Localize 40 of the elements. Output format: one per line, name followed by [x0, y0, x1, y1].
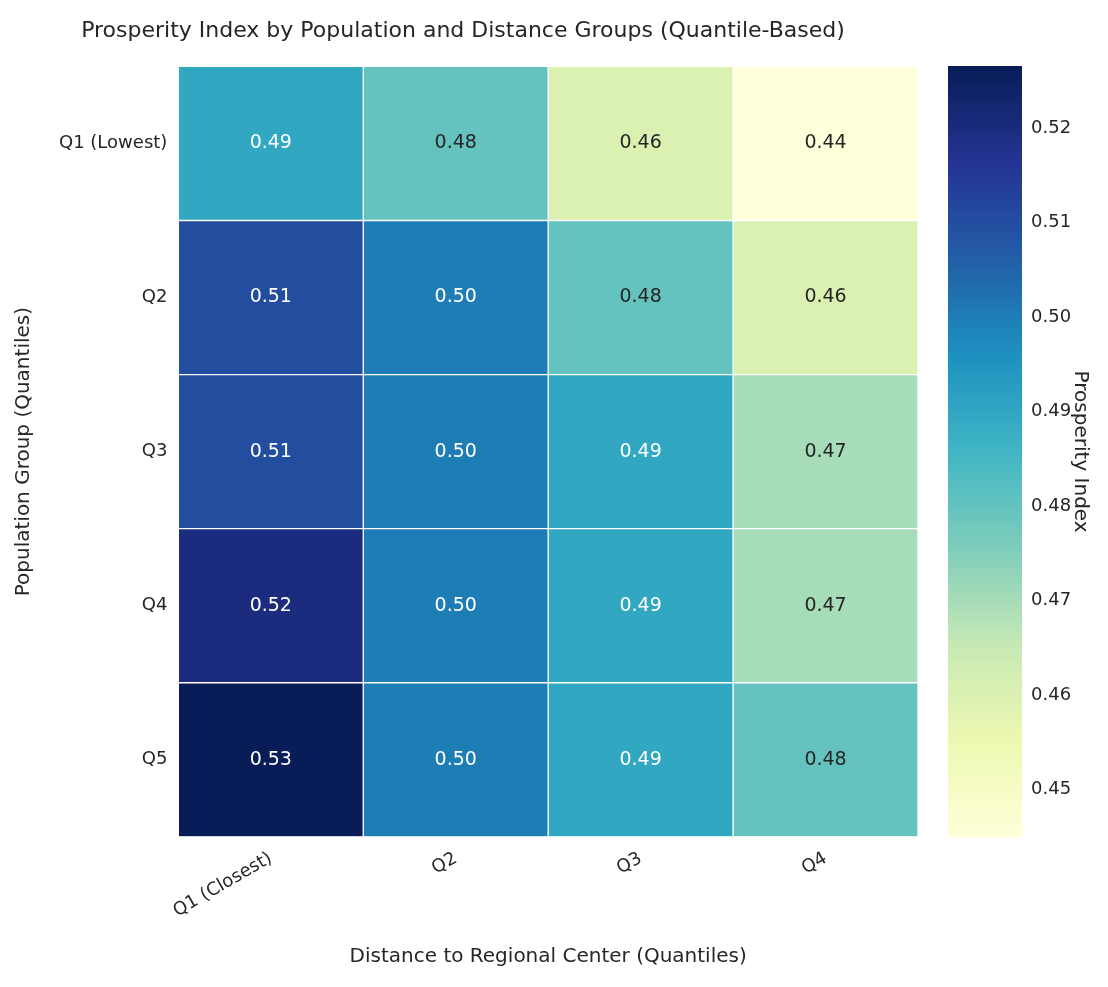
- x-tick-label: Q4: [797, 846, 830, 878]
- data-label: 0.51: [249, 438, 292, 461]
- x-axis-title: Distance to Regional Center (Quantiles): [349, 943, 747, 968]
- y-tick-label: Q3: [141, 439, 168, 461]
- data-label: 0.48: [804, 746, 847, 769]
- data-label: 0.49: [619, 746, 662, 769]
- color-bar-label: 0.50: [1031, 304, 1072, 326]
- data-label: 0.48: [619, 284, 662, 307]
- data-label: 0.53: [249, 746, 292, 769]
- y-axis-title: Population Group (Quantiles): [10, 306, 35, 597]
- y-tick-label: Q2: [141, 285, 168, 307]
- chart-title: Prosperity Index by Population and Distance Groups (Quantile-Based): [81, 16, 845, 42]
- data-label: 0.52: [249, 592, 292, 615]
- data-label: 0.50: [434, 592, 477, 615]
- x-tick-label: Q2: [427, 846, 461, 878]
- data-label: 0.47: [804, 438, 847, 461]
- y-tick-label: Q1 (Lowest): [59, 131, 168, 153]
- data-label: 0.46: [619, 130, 662, 153]
- color-bar-label: 0.48: [1031, 493, 1072, 515]
- data-label: 0.49: [249, 130, 292, 153]
- data-label: 0.44: [804, 130, 847, 153]
- data-label: 0.46: [804, 284, 847, 307]
- color-bar-label: 0.52: [1031, 115, 1072, 137]
- color-bar-label: 0.51: [1031, 210, 1072, 232]
- data-label: 0.50: [434, 284, 477, 307]
- data-label: 0.51: [249, 284, 292, 307]
- data-label: 0.49: [619, 438, 662, 461]
- y-tick-label: Q5: [141, 747, 168, 769]
- color-bar-label: 0.49: [1031, 399, 1072, 421]
- data-label: 0.47: [804, 592, 847, 615]
- data-label: 0.50: [434, 746, 477, 769]
- color-bar-label: 0.47: [1031, 588, 1072, 610]
- color-bar-title: Prosperity Index: [1069, 370, 1094, 533]
- x-tick-label: Q3: [612, 846, 645, 878]
- color-bar-label: 0.45: [1031, 777, 1072, 799]
- data-label: 0.48: [434, 130, 477, 153]
- data-label: 0.49: [619, 592, 662, 615]
- data-label: 0.50: [434, 438, 477, 461]
- color-bar-label: 0.46: [1031, 682, 1072, 704]
- y-tick-label: Q4: [141, 593, 168, 615]
